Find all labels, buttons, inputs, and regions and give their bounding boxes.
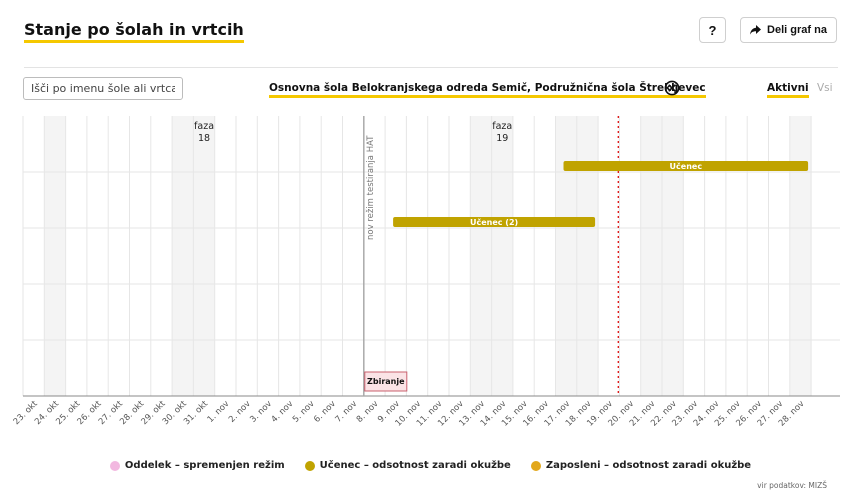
shaded-day [662,116,684,396]
shaded-day [172,116,194,396]
page-title: Stanje po šolah in vrtcih [24,20,244,43]
shaded-day [470,116,492,396]
share-arrow-icon [750,25,762,35]
x-tick-label: 3. nov [248,399,274,425]
chart-legend: Oddelek – spremenjen režim Učenec – odsot… [0,460,861,471]
share-button[interactable]: Deli graf na [740,17,837,43]
filter-all-tab[interactable]: Vsi [817,82,833,94]
x-tick-label: 5. nov [291,399,317,425]
x-tick-label: 6. nov [312,399,338,425]
share-button-label: Deli graf na [767,24,827,36]
legend-label: Oddelek – spremenjen režim [124,460,285,471]
event-label: Zbiranje [367,377,405,386]
header-divider [24,67,838,68]
x-tick-label: 31. okt [182,399,211,428]
x-tick-label: 4. nov [270,399,296,425]
phase-label: faza [492,121,512,132]
help-button[interactable]: ? [699,17,726,43]
event-box [364,371,408,392]
selected-school-label: Osnovna šola Belokranjskega odreda Semič… [269,82,706,98]
legend-item: Zaposleni – odsotnost zaradi okužbe [530,460,752,471]
phase-label: faza [194,121,214,132]
shaded-day [44,116,66,396]
x-tick-label: 8. nov [355,399,381,425]
x-tick-label: 1. nov [206,399,232,425]
shaded-day [576,116,599,396]
phase-number: 19 [496,133,508,144]
timeline-bar [393,217,596,227]
shaded-day [789,116,812,396]
search-input[interactable] [23,77,183,100]
legend-label: Zaposleni – odsotnost zaradi okužbe [545,460,752,471]
legend-item: Oddelek – spremenjen režim [109,460,285,471]
annotation-label: nov režim testiranja HAT [366,135,376,240]
phase-number: 18 [198,133,210,144]
data-source: vir podatkov: MIZŠ [757,481,827,490]
legend-label: Učenec – odsotnost zaradi okužbe [319,460,511,471]
clear-selection-icon[interactable] [664,80,680,96]
shaded-day [193,116,215,396]
shaded-day [555,116,577,396]
shaded-day [640,116,662,396]
legend-dot-icon [109,460,120,471]
filter-active-tab[interactable]: Aktivni [767,82,809,98]
timeline-bar [563,161,809,171]
timeline-bar-label: Učenec (2) [470,217,518,227]
x-tick-label: 2. nov [227,399,253,425]
x-tick-label: 7. nov [334,399,360,425]
legend-dot-icon [530,460,541,471]
shaded-day [491,116,513,396]
legend-item: Učenec – odsotnost zaradi okužbe [304,460,511,471]
legend-dot-icon [304,460,315,471]
timeline-bar-label: Učenec [670,161,703,171]
